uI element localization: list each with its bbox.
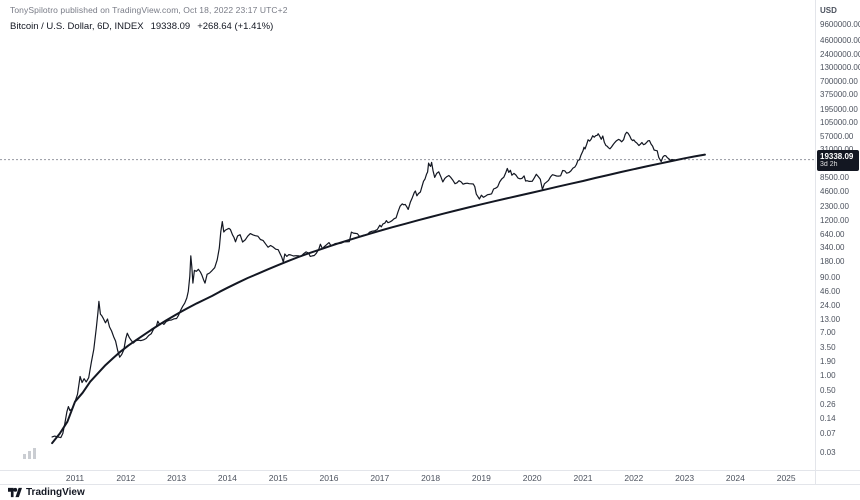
price-tick: 4600000.00: [820, 35, 860, 45]
year-tick: 2024: [725, 473, 745, 483]
year-tick: 2014: [217, 473, 237, 483]
year-tick: 2020: [522, 473, 542, 483]
log-growth-support-curve: [51, 153, 706, 445]
price-tick: 57000.00: [820, 131, 854, 141]
year-tick: 2022: [624, 473, 644, 483]
price-tick: 0.14: [820, 413, 836, 423]
price-tick: 8500.00: [820, 173, 849, 183]
btcusd-price-line: [51, 131, 675, 439]
price-tick: 1300000.00: [820, 63, 860, 73]
tradingview-wordmark: TradingView: [26, 487, 85, 498]
year-tick: 2018: [421, 473, 441, 483]
price-tick: 2300.00: [820, 201, 849, 211]
footer-bar: TradingView: [0, 484, 860, 500]
year-tick: 2019: [471, 473, 491, 483]
bar-close-countdown: 3d 2h: [820, 160, 838, 168]
price-tick: 31000.00: [820, 145, 853, 154]
price-tick: 180.00: [820, 257, 845, 267]
year-tick: 2011: [65, 473, 85, 483]
price-tick: 0.50: [820, 386, 836, 395]
year-tick: 2016: [319, 473, 339, 483]
price-tick: 375000.00: [820, 90, 858, 100]
symbol-info: Bitcoin / U.S. Dollar, 6D, INDEX 19338.09…: [10, 21, 280, 32]
price-tick: 90.00: [820, 272, 841, 282]
price-tick: 340.00: [820, 243, 845, 253]
price-tick: 7.00: [820, 328, 836, 338]
year-tick: 2015: [268, 473, 288, 483]
chart-canvas[interactable]: [0, 0, 815, 470]
price-tick: 0.26: [820, 400, 836, 410]
last-price: 19338.09: [150, 21, 191, 32]
price-tick: 1200.00: [820, 215, 849, 225]
publish-info: TonySpilotro published on TradingView.co…: [10, 5, 288, 15]
last-price-badge: 19338.09 3d 2h: [817, 149, 859, 171]
time-axis[interactable]: 2011 2012 2013 2014 2015 2016 2017 2018 2019 2020…: [0, 470, 815, 485]
axis-corner: [815, 470, 860, 485]
year-tick: 2023: [675, 473, 695, 483]
price-tick: 1.00: [820, 370, 836, 380]
watermark-chart-icon: [22, 446, 38, 464]
price-tick: 46.00: [820, 287, 841, 297]
chart-plot[interactable]: TonySpilotro published on TradingView.co…: [0, 0, 815, 470]
price-change: +268.64 (+1.41%): [197, 21, 274, 32]
year-tick: 2025: [776, 473, 796, 483]
price-axis[interactable]: USD 19338.09 3d 2h 9600000.00 4600000.00 2…: [815, 0, 860, 470]
badge-price: 19338.09: [820, 151, 854, 161]
price-tick: 0.03: [820, 447, 836, 457]
currency-label: USD: [820, 6, 837, 15]
price-tick: 13.00: [820, 314, 841, 324]
price-tick: 24.00: [820, 301, 841, 311]
year-tick: 2013: [167, 473, 187, 483]
symbol-title: Bitcoin / U.S. Dollar, 6D, INDEX: [10, 21, 144, 32]
price-tick: 4600.00: [820, 186, 849, 196]
price-tick: 2400000.00: [820, 49, 860, 59]
price-tick: 3.50: [820, 343, 836, 353]
price-tick: 700000.00: [820, 76, 858, 86]
tradingview-logo-icon: [8, 487, 22, 498]
year-tick: 2021: [573, 473, 593, 483]
price-tick: 9600000.00: [820, 19, 860, 29]
price-tick: 0.07: [820, 428, 836, 438]
tradingview-logo-link[interactable]: TradingView: [8, 487, 85, 498]
price-tick: 105000.00: [820, 118, 858, 128]
price-tick: 195000.00: [820, 104, 858, 114]
price-tick: 1.90: [820, 356, 836, 366]
price-tick: 640.00: [820, 229, 845, 239]
year-tick: 2017: [370, 473, 390, 483]
year-tick: 2012: [116, 473, 136, 483]
